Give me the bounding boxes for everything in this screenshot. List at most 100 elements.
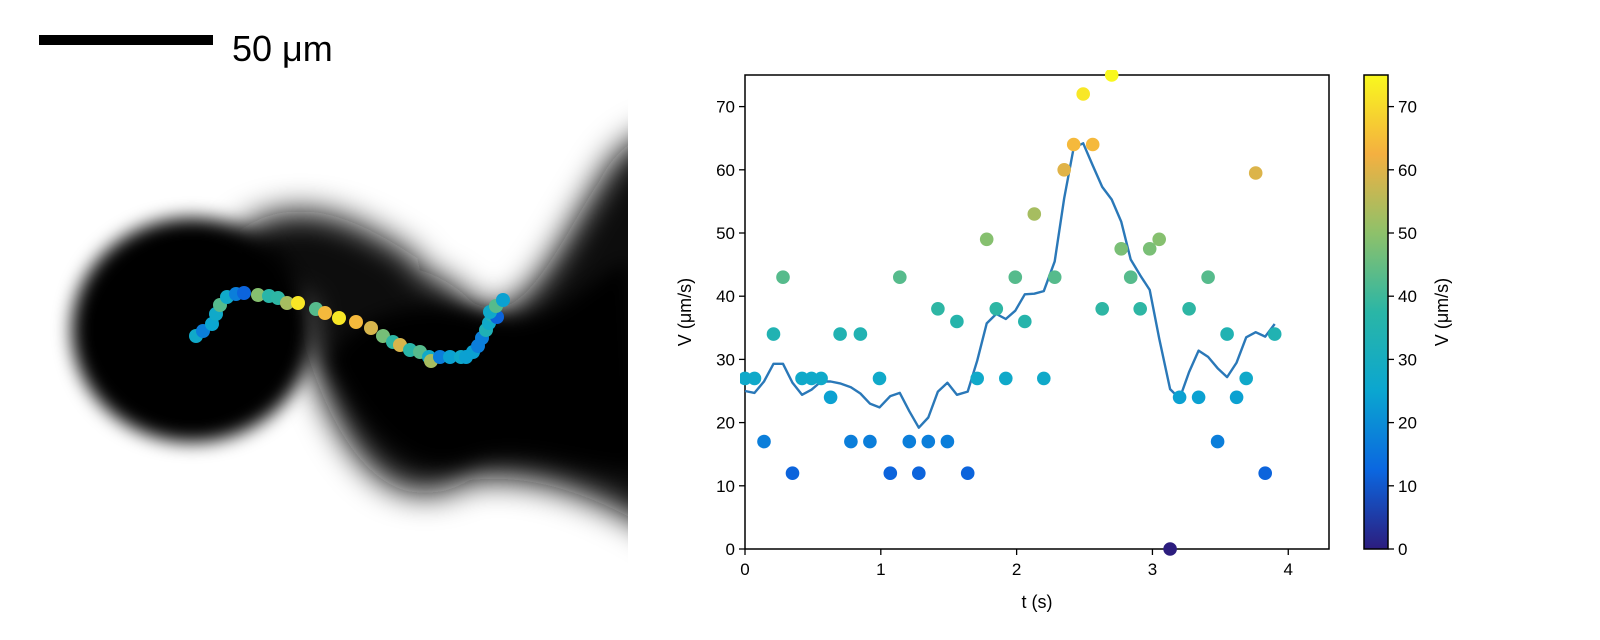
- track-point: [251, 288, 265, 302]
- scatter-point: [1066, 137, 1081, 152]
- track-point: [433, 350, 447, 364]
- scatter-point: [893, 270, 907, 285]
- scatter-point: [853, 327, 868, 341]
- scatter-point: [1114, 242, 1128, 256]
- scatter-point: [1076, 87, 1090, 101]
- scatter-point: [833, 327, 847, 341]
- scatter-point: [747, 371, 762, 386]
- scale-bar-line: [39, 35, 213, 45]
- track-layer: [189, 286, 510, 368]
- y-axis-ticks: 0 10 20 30 40 50 60 70: [716, 98, 745, 559]
- track-point: [318, 306, 332, 320]
- scatter-point: [950, 314, 964, 329]
- scatter-point: [1172, 390, 1187, 405]
- x-axis-ticks: 0 1 2 3 4: [740, 549, 1293, 579]
- colorbar-tick-label: 0: [1398, 540, 1407, 559]
- colorbar-tick-label: 70: [1398, 98, 1417, 117]
- x-tick-label: 3: [1148, 560, 1157, 579]
- scatter-point: [776, 270, 790, 285]
- scatter-point: [883, 466, 898, 481]
- x-tick-label: 0: [740, 560, 749, 579]
- scatter-point: [1229, 390, 1244, 405]
- scatter-point: [1085, 137, 1100, 152]
- colorbar-tick-label: 40: [1398, 287, 1417, 306]
- scatter-point: [804, 371, 819, 386]
- scatter-point: [1095, 302, 1109, 316]
- scatter-point: [1008, 270, 1023, 285]
- scatter-point: [1191, 390, 1206, 405]
- scatter-point: [960, 466, 975, 481]
- track-point: [496, 293, 510, 307]
- scatter-point: [979, 232, 994, 247]
- x-tick-label: 4: [1284, 560, 1293, 579]
- scatter-point: [844, 434, 858, 449]
- scatter-point: [1163, 542, 1177, 556]
- y-tick-label: 30: [716, 350, 735, 369]
- y-tick-label: 0: [726, 540, 735, 559]
- scale-bar-label: 50 μm: [232, 28, 333, 69]
- colorbar-gradient: [1363, 74, 1389, 550]
- velocity-plot: 0 1 2 3 4 0 10 20 30 40 50 60 70 t (s) V (μm/s): [675, 70, 1330, 612]
- scatter-point: [1037, 371, 1051, 386]
- colorbar-ticks: 0 10 20 30 40 50 60 70: [1388, 98, 1417, 559]
- scatter-point: [1210, 434, 1225, 449]
- scatter-point: [1018, 314, 1032, 329]
- colorbar-tick-label: 30: [1398, 350, 1417, 369]
- scatter-point: [795, 371, 809, 386]
- scatter-point: [785, 466, 800, 481]
- track-point: [332, 311, 346, 325]
- scatter-layer: [740, 70, 1282, 556]
- scatter-point: [823, 390, 838, 405]
- scatter-point: [902, 434, 917, 449]
- scatter-point: [1057, 163, 1071, 177]
- scatter-point: [999, 371, 1013, 386]
- scatter-point: [1152, 232, 1166, 247]
- scatter-point: [1123, 270, 1138, 285]
- y-tick-label: 20: [716, 414, 735, 433]
- y-axis-label: V (μm/s): [675, 278, 695, 346]
- scatter-point: [1104, 70, 1119, 82]
- scatter-point: [1201, 270, 1215, 285]
- scatter-point: [757, 434, 771, 449]
- scatter-point: [970, 371, 984, 386]
- smoothed-velocity-line: [744, 142, 1276, 429]
- scatter-point: [1182, 302, 1196, 316]
- track-point: [291, 296, 305, 310]
- scale-bar: 50 μm: [39, 28, 333, 69]
- x-tick-label: 1: [876, 560, 885, 579]
- scatter-point: [1267, 327, 1282, 341]
- scatter-point: [940, 434, 955, 449]
- scatter-point: [1133, 302, 1147, 316]
- colorbar-tick-label: 50: [1398, 224, 1417, 243]
- scatter-point: [1248, 166, 1263, 180]
- scatter-point: [863, 434, 877, 449]
- track-point: [443, 350, 457, 364]
- scatter-point: [921, 434, 936, 449]
- x-axis-label: t (s): [1022, 592, 1053, 612]
- y-tick-label: 60: [716, 161, 735, 180]
- colorbar-tick-label: 10: [1398, 477, 1417, 496]
- scatter-point: [814, 371, 828, 386]
- scatter-point: [989, 302, 1004, 316]
- scatter-point: [1047, 270, 1062, 285]
- scatter-point: [931, 302, 945, 316]
- scatter-point: [1142, 242, 1157, 256]
- scatter-point: [872, 371, 887, 386]
- scatter-point: [912, 466, 926, 481]
- track-point: [349, 315, 363, 329]
- y-tick-label: 70: [716, 98, 735, 117]
- colorbar-tick-label: 60: [1398, 161, 1417, 180]
- y-tick-label: 50: [716, 224, 735, 243]
- track-point: [280, 296, 294, 310]
- track-point: [237, 286, 251, 300]
- scatter-point: [766, 327, 781, 341]
- y-tick-label: 10: [716, 477, 735, 496]
- track-point: [364, 321, 378, 335]
- colorbar-label: V (μm/s): [1432, 278, 1452, 346]
- x-tick-label: 2: [1012, 560, 1021, 579]
- colorbar-tick-label: 20: [1398, 414, 1417, 433]
- scatter-point: [1239, 371, 1253, 386]
- scatter-point: [1220, 327, 1234, 341]
- y-tick-label: 40: [716, 287, 735, 306]
